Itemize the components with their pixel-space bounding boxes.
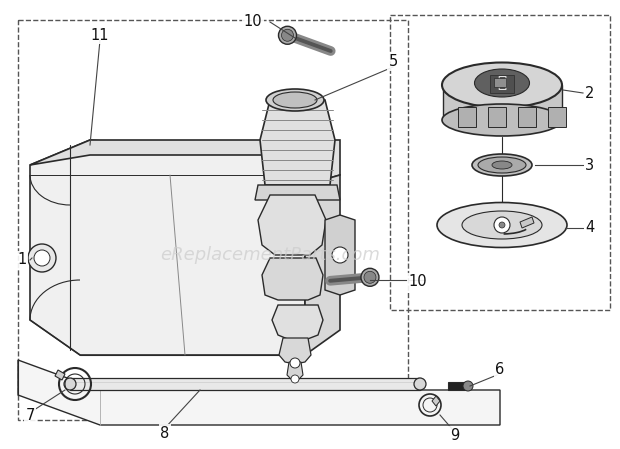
Polygon shape: [70, 378, 420, 390]
Circle shape: [494, 217, 510, 233]
Ellipse shape: [442, 62, 562, 107]
Polygon shape: [518, 107, 536, 127]
Circle shape: [281, 29, 293, 41]
Polygon shape: [305, 175, 340, 355]
Text: 3: 3: [585, 158, 595, 172]
Polygon shape: [30, 140, 305, 355]
Bar: [390, 15, 610, 310]
Circle shape: [278, 26, 296, 44]
Text: 6: 6: [495, 362, 505, 378]
Ellipse shape: [492, 161, 512, 169]
Text: eReplacementParts.com: eReplacementParts.com: [160, 246, 380, 264]
Circle shape: [499, 222, 505, 228]
Polygon shape: [18, 360, 500, 425]
Polygon shape: [448, 382, 465, 390]
Polygon shape: [432, 396, 440, 406]
Ellipse shape: [472, 154, 532, 176]
Circle shape: [332, 247, 348, 263]
Polygon shape: [458, 107, 476, 127]
Text: 10: 10: [244, 14, 262, 30]
Text: 9: 9: [450, 427, 459, 443]
Text: 5: 5: [388, 54, 397, 70]
Polygon shape: [520, 217, 534, 228]
Circle shape: [290, 358, 300, 368]
Polygon shape: [55, 370, 65, 380]
Polygon shape: [325, 215, 355, 295]
Polygon shape: [258, 195, 326, 255]
Circle shape: [361, 269, 379, 286]
Text: ⛽: ⛽: [497, 75, 507, 91]
Polygon shape: [287, 362, 303, 380]
Circle shape: [28, 244, 56, 272]
Polygon shape: [255, 185, 340, 200]
Text: 7: 7: [25, 408, 35, 423]
Ellipse shape: [474, 69, 529, 97]
Ellipse shape: [462, 211, 542, 239]
Polygon shape: [548, 107, 566, 127]
Polygon shape: [262, 258, 323, 300]
Text: 1: 1: [17, 252, 27, 268]
Ellipse shape: [266, 89, 324, 111]
Ellipse shape: [442, 104, 562, 136]
Ellipse shape: [414, 378, 426, 390]
Circle shape: [364, 271, 376, 283]
Ellipse shape: [273, 92, 317, 108]
Polygon shape: [30, 140, 340, 185]
Text: 8: 8: [161, 426, 170, 440]
Circle shape: [291, 375, 299, 383]
Ellipse shape: [64, 378, 76, 390]
Circle shape: [34, 250, 50, 266]
Polygon shape: [488, 107, 506, 127]
Circle shape: [463, 381, 473, 391]
Bar: [18, 20, 408, 420]
Text: 4: 4: [585, 220, 595, 235]
Polygon shape: [260, 100, 335, 185]
Ellipse shape: [478, 157, 526, 173]
Polygon shape: [272, 305, 323, 340]
Polygon shape: [443, 85, 562, 120]
Polygon shape: [494, 78, 506, 87]
Polygon shape: [279, 338, 311, 364]
Text: 2: 2: [585, 85, 595, 101]
Polygon shape: [490, 75, 514, 93]
Text: 11: 11: [91, 27, 109, 43]
Text: 10: 10: [409, 274, 427, 290]
Ellipse shape: [437, 202, 567, 247]
